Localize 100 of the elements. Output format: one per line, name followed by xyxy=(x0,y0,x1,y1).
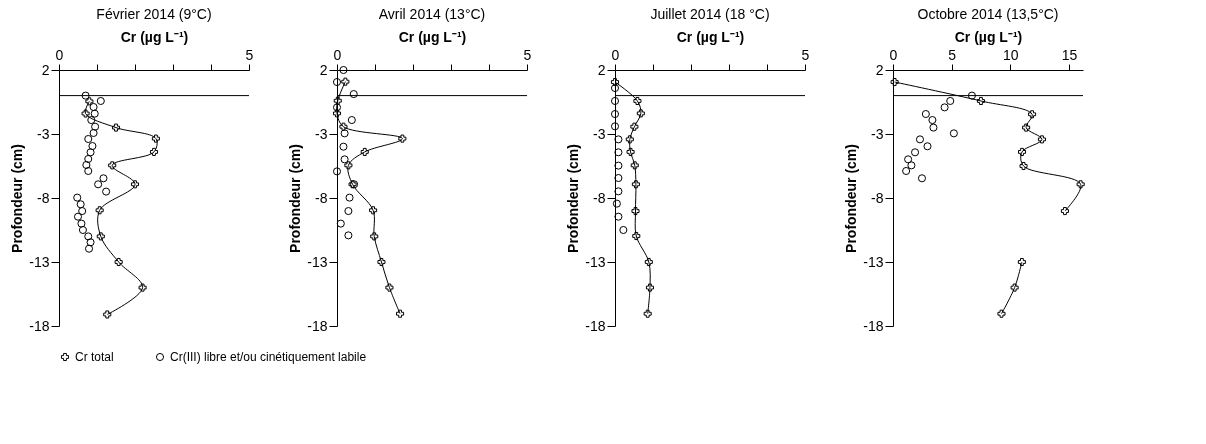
point xyxy=(333,96,342,105)
point xyxy=(84,154,93,163)
x-tick-label: 10 xyxy=(1002,46,1019,63)
point xyxy=(385,283,394,292)
point xyxy=(360,147,369,156)
y-tick-label: -8 xyxy=(37,189,50,206)
y-tick-label: -18 xyxy=(307,317,328,334)
point xyxy=(84,232,93,241)
point xyxy=(610,122,620,131)
point xyxy=(610,96,620,106)
point xyxy=(87,116,96,125)
point xyxy=(340,155,349,164)
point xyxy=(130,180,140,189)
point xyxy=(347,116,356,125)
point xyxy=(377,257,386,267)
point xyxy=(902,166,911,176)
y-tick-label: -18 xyxy=(29,317,50,334)
point xyxy=(630,161,639,170)
point xyxy=(631,180,640,189)
point xyxy=(644,257,653,267)
y-tick-label: -13 xyxy=(307,253,328,270)
point xyxy=(149,147,159,156)
point xyxy=(949,129,958,138)
y-tick-label: -8 xyxy=(315,189,328,206)
point xyxy=(151,134,160,143)
point xyxy=(102,187,111,196)
point xyxy=(1010,283,1019,292)
point xyxy=(614,148,623,157)
point xyxy=(332,109,342,118)
point xyxy=(923,142,932,151)
point xyxy=(1022,123,1031,132)
point xyxy=(929,123,938,132)
point xyxy=(398,134,407,143)
point xyxy=(976,96,985,106)
y-tick-label: -13 xyxy=(863,253,884,270)
point xyxy=(99,174,108,183)
point xyxy=(94,180,103,189)
chart-title: Octobre 2014 (13,5°C) xyxy=(917,6,1059,22)
point xyxy=(85,97,94,106)
point xyxy=(632,231,641,241)
point xyxy=(89,128,98,138)
point xyxy=(911,148,920,157)
x-tick-label: 0 xyxy=(55,46,64,63)
point xyxy=(610,84,620,93)
x-tick-label: 5 xyxy=(948,46,957,63)
point xyxy=(1076,180,1085,189)
point xyxy=(108,161,117,170)
point xyxy=(90,109,99,118)
x-tick-label: 0 xyxy=(889,46,898,63)
point xyxy=(332,167,342,176)
x-axis-title: Cr (µg L⁻¹) xyxy=(676,28,745,45)
point xyxy=(619,225,628,235)
point xyxy=(610,78,620,87)
point xyxy=(339,122,348,131)
x-tick-label: 0 xyxy=(611,46,620,63)
point xyxy=(1017,257,1026,267)
point xyxy=(643,309,652,318)
point xyxy=(946,96,955,106)
point xyxy=(1019,161,1028,171)
point xyxy=(95,206,104,215)
point xyxy=(336,219,345,228)
point xyxy=(921,110,930,119)
point xyxy=(89,102,98,112)
point xyxy=(344,207,353,216)
point xyxy=(84,244,94,253)
point xyxy=(631,207,640,216)
point xyxy=(967,91,976,100)
x-tick-label: 15 xyxy=(1061,46,1078,63)
chart-title: Juillet 2014 (18 °C) xyxy=(650,6,770,22)
y-axis-title: Profondeur (cm) xyxy=(843,144,860,253)
point xyxy=(396,309,405,318)
y-tick-label: 2 xyxy=(875,61,884,78)
y-tick-label: -3 xyxy=(871,125,884,142)
point xyxy=(917,174,927,183)
point xyxy=(81,91,90,100)
point xyxy=(614,187,623,196)
point xyxy=(1037,135,1046,144)
x-axis-title: Cr (µg L⁻¹) xyxy=(120,28,189,45)
point xyxy=(630,122,639,131)
point xyxy=(138,283,147,292)
point xyxy=(625,135,634,144)
point xyxy=(636,109,645,118)
x-tick-label: 5 xyxy=(801,46,810,63)
point xyxy=(73,193,82,202)
x-tick-label: 5 xyxy=(245,46,254,63)
point xyxy=(81,109,90,118)
point xyxy=(84,166,93,176)
point xyxy=(96,96,105,106)
point xyxy=(633,96,642,106)
point xyxy=(1060,207,1069,216)
y-tick-label: -8 xyxy=(871,189,884,206)
point xyxy=(370,232,379,241)
y-axis-title: Profondeur (cm) xyxy=(565,144,582,253)
point xyxy=(915,135,925,144)
point xyxy=(349,90,358,99)
point xyxy=(340,129,349,138)
point xyxy=(907,161,916,170)
point xyxy=(339,142,348,151)
point xyxy=(78,207,87,216)
point xyxy=(626,147,635,156)
